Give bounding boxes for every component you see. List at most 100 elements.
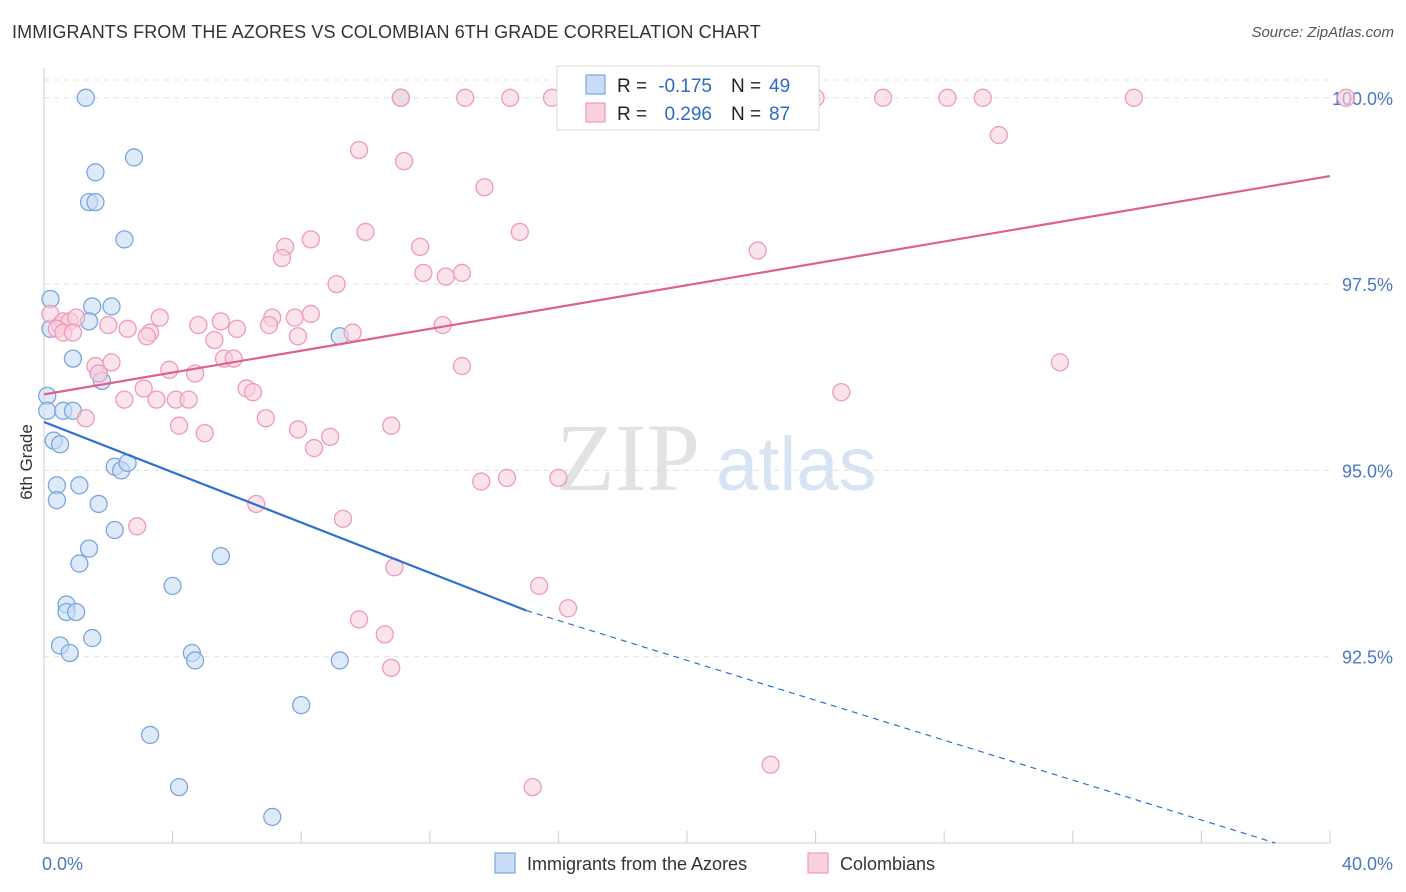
point-azores-42 [330, 651, 349, 670]
y-tick-label-2: 95.0% [1342, 461, 1393, 481]
legend-n-label-0: N = [731, 76, 761, 97]
x-tick-label-1: 40.0% [1342, 854, 1393, 874]
point-azores-30 [79, 539, 99, 558]
point-colombians-13 [475, 178, 494, 197]
point-colombians-44 [137, 327, 157, 346]
point-azores-41 [185, 651, 205, 670]
point-colombians-67 [76, 409, 95, 428]
point-colombians-47 [288, 327, 308, 346]
point-colombians-1 [456, 88, 475, 107]
point-colombians-70 [195, 423, 214, 443]
legend-n-value-1: 87 [769, 104, 790, 125]
point-azores-33 [163, 576, 182, 596]
point-azores-28 [89, 494, 108, 514]
data-points [38, 88, 1356, 827]
bottom-legend-swatch-1 [807, 852, 829, 874]
bottom-legend: Immigrants from the Azores Colombians [494, 852, 935, 874]
point-azores-37 [83, 628, 102, 648]
point-colombians-48 [343, 323, 362, 342]
point-azores-43 [292, 695, 311, 715]
point-azores-46 [263, 807, 282, 827]
watermark: ZIP atlas [556, 404, 877, 511]
point-colombians-61 [243, 383, 263, 402]
point-colombians-16 [356, 222, 375, 242]
point-azores-8 [83, 297, 102, 316]
point-azores-36 [67, 602, 86, 622]
point-azores-6 [115, 230, 134, 249]
point-colombians-65 [179, 390, 198, 409]
trend-lines [43, 174, 1331, 844]
point-colombians-63 [147, 390, 166, 409]
point-colombians-71 [288, 420, 308, 439]
bottom-legend-label-1: Colombians [840, 854, 935, 874]
point-colombians-68 [256, 409, 275, 428]
legend-swatch-1 [585, 102, 606, 123]
point-azores-5 [86, 192, 105, 212]
point-azores-32 [211, 546, 230, 566]
legend-n-value-0: 49 [769, 76, 790, 97]
y-tick-label-3: 92.5% [1342, 648, 1393, 668]
point-azores-26 [70, 476, 89, 495]
point-colombians-76 [497, 468, 517, 488]
point-colombians-24 [452, 263, 472, 283]
point-azores-45 [169, 777, 189, 797]
gridlines [44, 79, 1330, 658]
point-colombians-0 [391, 88, 411, 107]
point-colombians-36 [211, 312, 230, 331]
point-azores-29 [105, 520, 124, 540]
point-colombians-75 [472, 472, 491, 491]
point-azores-0 [76, 88, 95, 107]
point-colombians-42 [118, 319, 137, 338]
point-colombians-23 [436, 267, 456, 286]
point-azores-39 [60, 643, 79, 663]
point-colombians-87 [761, 755, 780, 774]
y-axis-label: 6th Grade [17, 424, 36, 500]
point-colombians-15 [510, 222, 529, 242]
point-azores-31 [70, 554, 89, 573]
legend-swatch-0 [585, 74, 606, 95]
point-colombians-11 [349, 140, 369, 160]
trend-line-colombians [43, 174, 1331, 396]
legend-n-label-1: N = [731, 104, 761, 125]
point-colombians-21 [748, 241, 767, 260]
point-colombians-12 [394, 151, 414, 171]
point-colombians-8 [973, 88, 992, 107]
bottom-legend-swatch-0 [494, 852, 516, 874]
point-colombians-19 [411, 237, 430, 256]
point-colombians-74 [304, 438, 324, 458]
point-colombians-33 [63, 323, 83, 342]
x-tick-label-0: 0.0% [42, 854, 83, 874]
point-azores-21 [50, 435, 70, 454]
point-colombians-30 [67, 308, 86, 327]
point-colombians-46 [205, 330, 224, 350]
trend-line-azores-extension [526, 609, 1276, 844]
point-colombians-54 [452, 356, 472, 376]
point-colombians-6 [873, 88, 893, 107]
point-colombians-77 [549, 468, 568, 488]
point-colombians-58 [1050, 353, 1070, 372]
point-colombians-7 [938, 88, 957, 107]
legend-r-label-0: R = [617, 76, 647, 97]
point-azores-27 [47, 491, 67, 510]
point-colombians-34 [150, 308, 169, 327]
legend-r-label-1: R = [617, 104, 647, 125]
point-colombians-66 [832, 383, 851, 402]
trend-line-azores [43, 420, 527, 612]
axes: 100.0%97.5%95.0%92.5%0.0% 40.0% [42, 68, 1393, 874]
point-colombians-2 [501, 88, 520, 107]
point-colombians-79 [333, 509, 353, 528]
watermark-zip: ZIP [556, 404, 700, 511]
point-colombians-72 [320, 427, 340, 447]
point-colombians-40 [259, 315, 279, 335]
point-colombians-55 [89, 364, 108, 383]
point-azores-17 [38, 401, 57, 420]
point-colombians-17 [301, 230, 320, 249]
point-colombians-39 [301, 304, 320, 324]
point-colombians-73 [382, 416, 401, 435]
chart-source: Source: ZipAtlas.com [1251, 24, 1394, 41]
point-colombians-83 [558, 599, 578, 618]
point-colombians-88 [523, 777, 542, 797]
point-colombians-80 [128, 517, 147, 536]
bottom-legend-label-0: Immigrants from the Azores [527, 854, 747, 874]
